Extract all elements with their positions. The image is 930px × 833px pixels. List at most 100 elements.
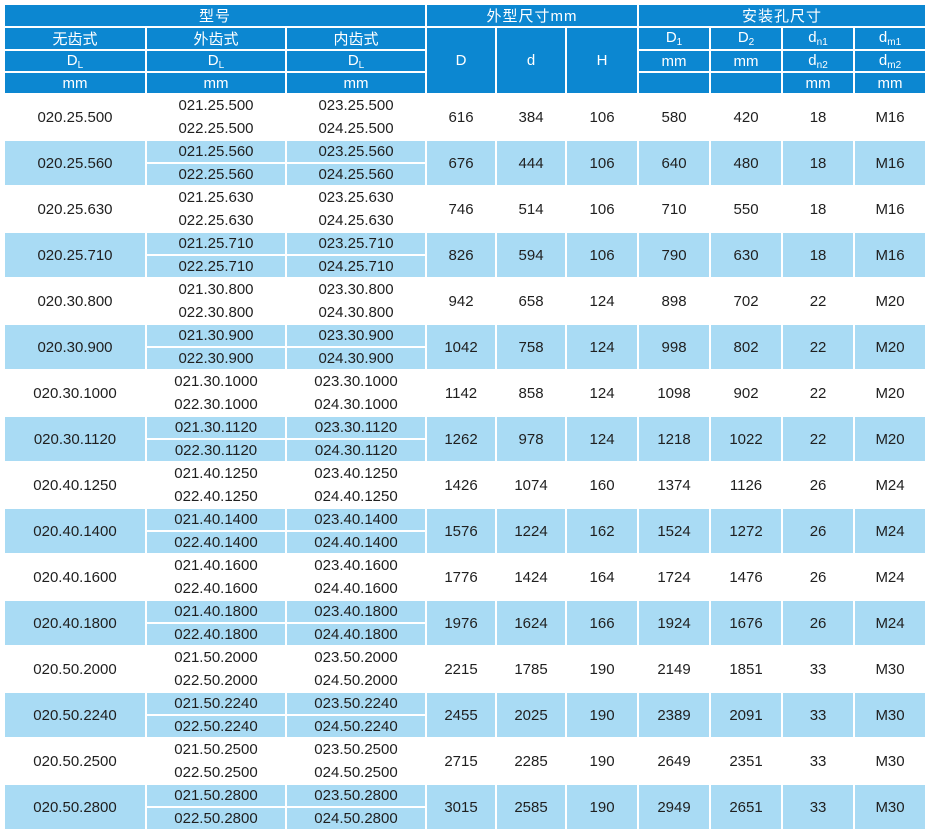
table-row: 020.25.560 021.25.560 023.25.560 676 444… [5, 141, 926, 185]
cell-internal-model-b: 024.30.900 [287, 348, 426, 369]
cell-D1: 1724 [639, 555, 710, 599]
cell-D2: 1022 [711, 417, 782, 461]
cell-D1: 1098 [639, 371, 710, 415]
cell-internal-model-b: 024.50.2240 [287, 716, 426, 737]
cell-H: 106 [567, 187, 638, 231]
cell-D: 2715 [427, 739, 496, 783]
cell-D1: 1524 [639, 509, 710, 553]
header-dl-sym: D [207, 51, 219, 69]
header-col-dm1: dm1 [855, 28, 926, 49]
cell-external-model-b: 022.30.1120 [147, 440, 285, 461]
cell-toothless-model: 020.50.2500 [5, 739, 145, 783]
cell-H: 160 [567, 463, 638, 507]
cell-external-model-a: 021.30.900 [147, 325, 285, 346]
cell-internal-model-b: 024.25.560 [287, 164, 426, 185]
header-dl-sym: D [66, 51, 78, 69]
cell-toothless-model: 020.30.1000 [5, 371, 145, 415]
cell-H: 164 [567, 555, 638, 599]
header-unit-D2: mm [711, 51, 782, 71]
cell-dm: M30 [855, 785, 926, 829]
table-row: 020.50.2000 021.50.2000 023.50.2000 2215… [5, 647, 926, 691]
cell-toothless-model: 020.25.500 [5, 95, 145, 139]
cell-H: 106 [567, 233, 638, 277]
header-col-dn2-sym: d [808, 51, 817, 69]
cell-D1: 640 [639, 141, 710, 185]
table-row: 020.30.1120 021.30.1120 023.30.1120 1262… [5, 417, 926, 461]
cell-internal-model-a: 023.30.1000 [287, 371, 426, 392]
cell-d: 444 [497, 141, 566, 185]
cell-d: 1224 [497, 509, 566, 553]
cell-H: 162 [567, 509, 638, 553]
cell-d: 2025 [497, 693, 566, 737]
cell-dm: M24 [855, 463, 926, 507]
cell-D: 2215 [427, 647, 496, 691]
cell-d: 858 [497, 371, 566, 415]
cell-external-model-b: 022.40.1400 [147, 532, 285, 553]
cell-D: 2455 [427, 693, 496, 737]
cell-H: 106 [567, 141, 638, 185]
cell-internal-model-b: 024.50.2500 [287, 762, 426, 783]
cell-dn: 33 [783, 739, 854, 783]
header-col-D2: D2 [711, 28, 782, 49]
cell-dm: M30 [855, 647, 926, 691]
cell-external-model-b: 022.50.2000 [147, 670, 285, 691]
cell-D1: 1924 [639, 601, 710, 645]
cell-external-model-b: 022.40.1250 [147, 486, 285, 507]
cell-external-model-a: 021.25.500 [147, 95, 285, 116]
cell-toothless-model: 020.40.1800 [5, 601, 145, 645]
table-row: 022.25.560 024.25.560 [5, 164, 925, 185]
table-body: 020.25.500 021.25.500 023.25.500 616 384… [5, 95, 926, 829]
cell-external-model-a: 021.25.710 [147, 233, 285, 254]
cell-toothless-model: 020.30.900 [5, 325, 145, 369]
cell-D2: 2091 [711, 693, 782, 737]
cell-dm: M24 [855, 509, 926, 553]
cell-dm: M24 [855, 555, 926, 599]
cell-dn: 26 [783, 601, 854, 645]
cell-external-model-a: 021.50.2800 [147, 785, 285, 806]
cell-internal-model-a: 023.40.1400 [287, 509, 426, 530]
cell-dn: 22 [783, 279, 854, 323]
cell-d: 384 [497, 95, 566, 139]
cell-external-model-a: 021.25.560 [147, 141, 285, 162]
empty-cell [639, 73, 710, 93]
cell-D1: 2949 [639, 785, 710, 829]
cell-external-model-b: 022.30.900 [147, 348, 285, 369]
header-col-D1-sub: 1 [676, 37, 683, 48]
header-col-dm2: dm2 [855, 51, 926, 71]
cell-d: 2585 [497, 785, 566, 829]
cell-internal-model-b: 024.25.710 [287, 256, 426, 277]
cell-dn: 26 [783, 555, 854, 599]
cell-internal-model-a: 023.50.2800 [287, 785, 426, 806]
cell-toothless-model: 020.50.2800 [5, 785, 145, 829]
cell-external-model-b: 022.40.1800 [147, 624, 285, 645]
cell-dm: M16 [855, 141, 926, 185]
cell-external-model-b: 022.50.2500 [147, 762, 285, 783]
cell-dn: 18 [783, 187, 854, 231]
cell-external-model-b: 022.25.560 [147, 164, 285, 185]
cell-toothless-model: 020.40.1600 [5, 555, 145, 599]
table-row: 022.30.1000 024.30.1000 [5, 394, 925, 415]
cell-internal-model-b: 024.50.2800 [287, 808, 426, 829]
cell-D1: 580 [639, 95, 710, 139]
table-row: 020.25.500 021.25.500 023.25.500 616 384… [5, 95, 926, 139]
cell-toothless-model: 020.25.630 [5, 187, 145, 231]
cell-dm: M20 [855, 371, 926, 415]
table-row: 022.25.710 024.25.710 [5, 256, 925, 277]
cell-d: 1624 [497, 601, 566, 645]
table-row: 022.50.2000 024.50.2000 [5, 670, 925, 691]
cell-external-model-a: 021.50.2000 [147, 647, 285, 668]
cell-D2: 1676 [711, 601, 782, 645]
cell-internal-model-a: 023.40.1800 [287, 601, 426, 622]
spec-table: 型号 外型尺寸mm 安装孔尺寸 无齿式 外齿式 内齿式 D d H D1 D2 … [3, 3, 928, 831]
cell-dm: M20 [855, 325, 926, 369]
cell-H: 124 [567, 325, 638, 369]
cell-external-model-b: 022.50.2800 [147, 808, 285, 829]
table-row: 022.40.1250 024.40.1250 [5, 486, 925, 507]
cell-D1: 790 [639, 233, 710, 277]
table-row: 022.50.2240 024.50.2240 [5, 716, 925, 737]
table-row: 020.30.900 021.30.900 023.30.900 1042 75… [5, 325, 926, 369]
cell-internal-model-a: 023.50.2500 [287, 739, 426, 760]
cell-D1: 1218 [639, 417, 710, 461]
cell-D1: 2149 [639, 647, 710, 691]
